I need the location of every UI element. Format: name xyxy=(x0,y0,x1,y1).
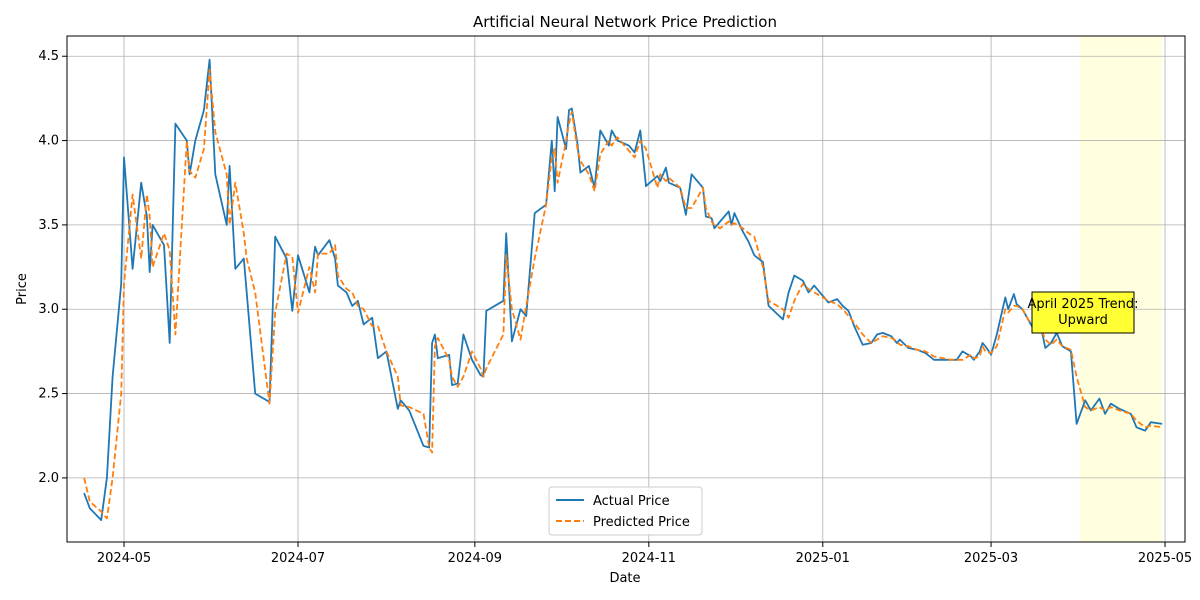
y-tick-label: 2.5 xyxy=(38,387,59,402)
x-axis-label: Date xyxy=(609,571,640,586)
april-highlight-span xyxy=(1079,36,1163,542)
plot-frame xyxy=(66,35,1186,543)
annotation-line-2: Upward xyxy=(1058,313,1108,328)
annotation-line-1: April 2025 Trend: xyxy=(1027,297,1138,312)
y-tick-label: 2.0 xyxy=(38,471,59,486)
legend: Actual Price Predicted Price xyxy=(548,486,703,536)
x-tick-label: 2025-01 xyxy=(796,551,850,566)
annotation: April 2025 Trend: Upward xyxy=(1027,291,1139,334)
highlight-layer xyxy=(1079,36,1163,542)
x-tick-label: 2024-09 xyxy=(448,551,502,566)
legend-box xyxy=(548,486,703,536)
y-tick-label: 4.5 xyxy=(38,49,59,64)
chart-title: Artificial Neural Network Price Predicti… xyxy=(473,13,777,31)
series-layer xyxy=(83,58,1163,521)
series-line-predicted-price xyxy=(83,68,1163,520)
grid-layer xyxy=(67,36,1185,542)
legend-label-actual: Actual Price xyxy=(593,494,670,509)
annotation-box xyxy=(1031,291,1135,334)
x-tick-label: 2024-05 xyxy=(97,551,151,566)
x-tick-label: 2024-07 xyxy=(271,551,325,566)
x-tick-label: 2024-11 xyxy=(622,551,676,566)
y-tick-label: 3.5 xyxy=(38,218,59,233)
legend-label-predicted: Predicted Price xyxy=(593,515,690,530)
x-tick-label: 2025-05 xyxy=(1138,551,1192,566)
y-axis-label: Price xyxy=(15,273,30,305)
x-tick-label: 2025-03 xyxy=(964,551,1018,566)
y-tick-label: 4.0 xyxy=(38,134,59,149)
tick-layer: 2024-05 2024-07 2024-09 2024-11 2025-01 2025-… xyxy=(38,49,1192,566)
y-tick-label: 3.0 xyxy=(38,302,59,317)
